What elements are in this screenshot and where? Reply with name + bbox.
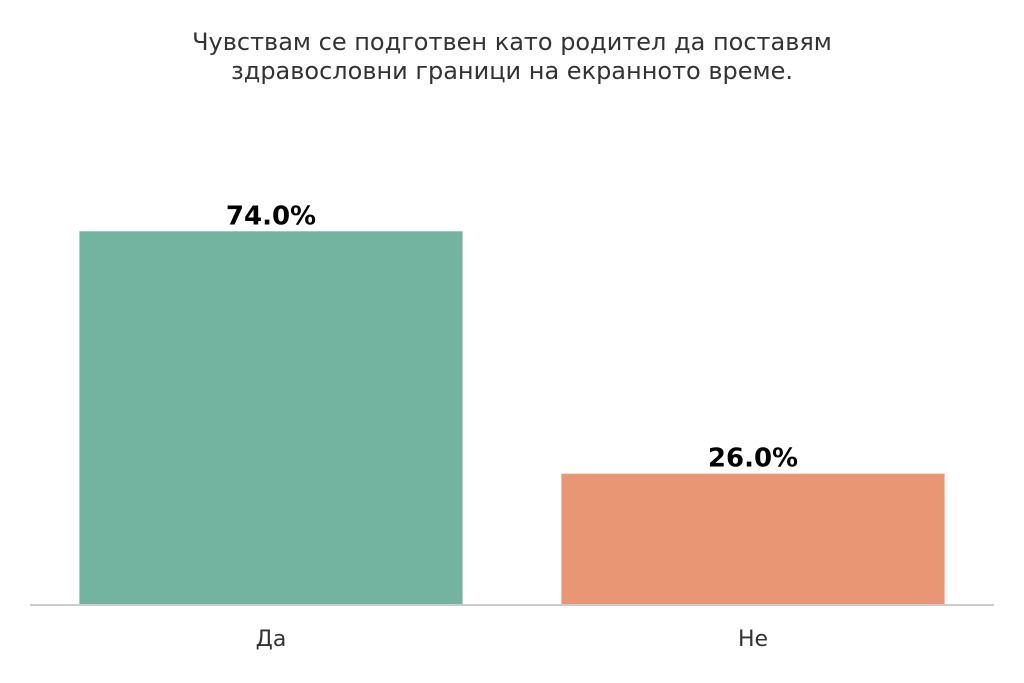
chart-title: Чувствам се подготвен като родител да по… (192, 28, 832, 85)
x-tick-label-1: Да (256, 627, 287, 652)
chart-title-line-1: Чувствам се подготвен като родител да по… (192, 28, 832, 56)
bar-2 (561, 473, 945, 605)
x-tick-label-2: Не (738, 627, 768, 652)
bar-value-label-2: 26.0% (708, 444, 798, 474)
chart-title-line-2: здравословни граници на екранното време. (231, 57, 793, 85)
bars-layer (79, 231, 945, 606)
bar-1 (79, 231, 463, 606)
bar-value-label-1: 74.0% (226, 201, 316, 231)
labels-layer: 74.0% Да 26.0% Не (226, 201, 798, 652)
